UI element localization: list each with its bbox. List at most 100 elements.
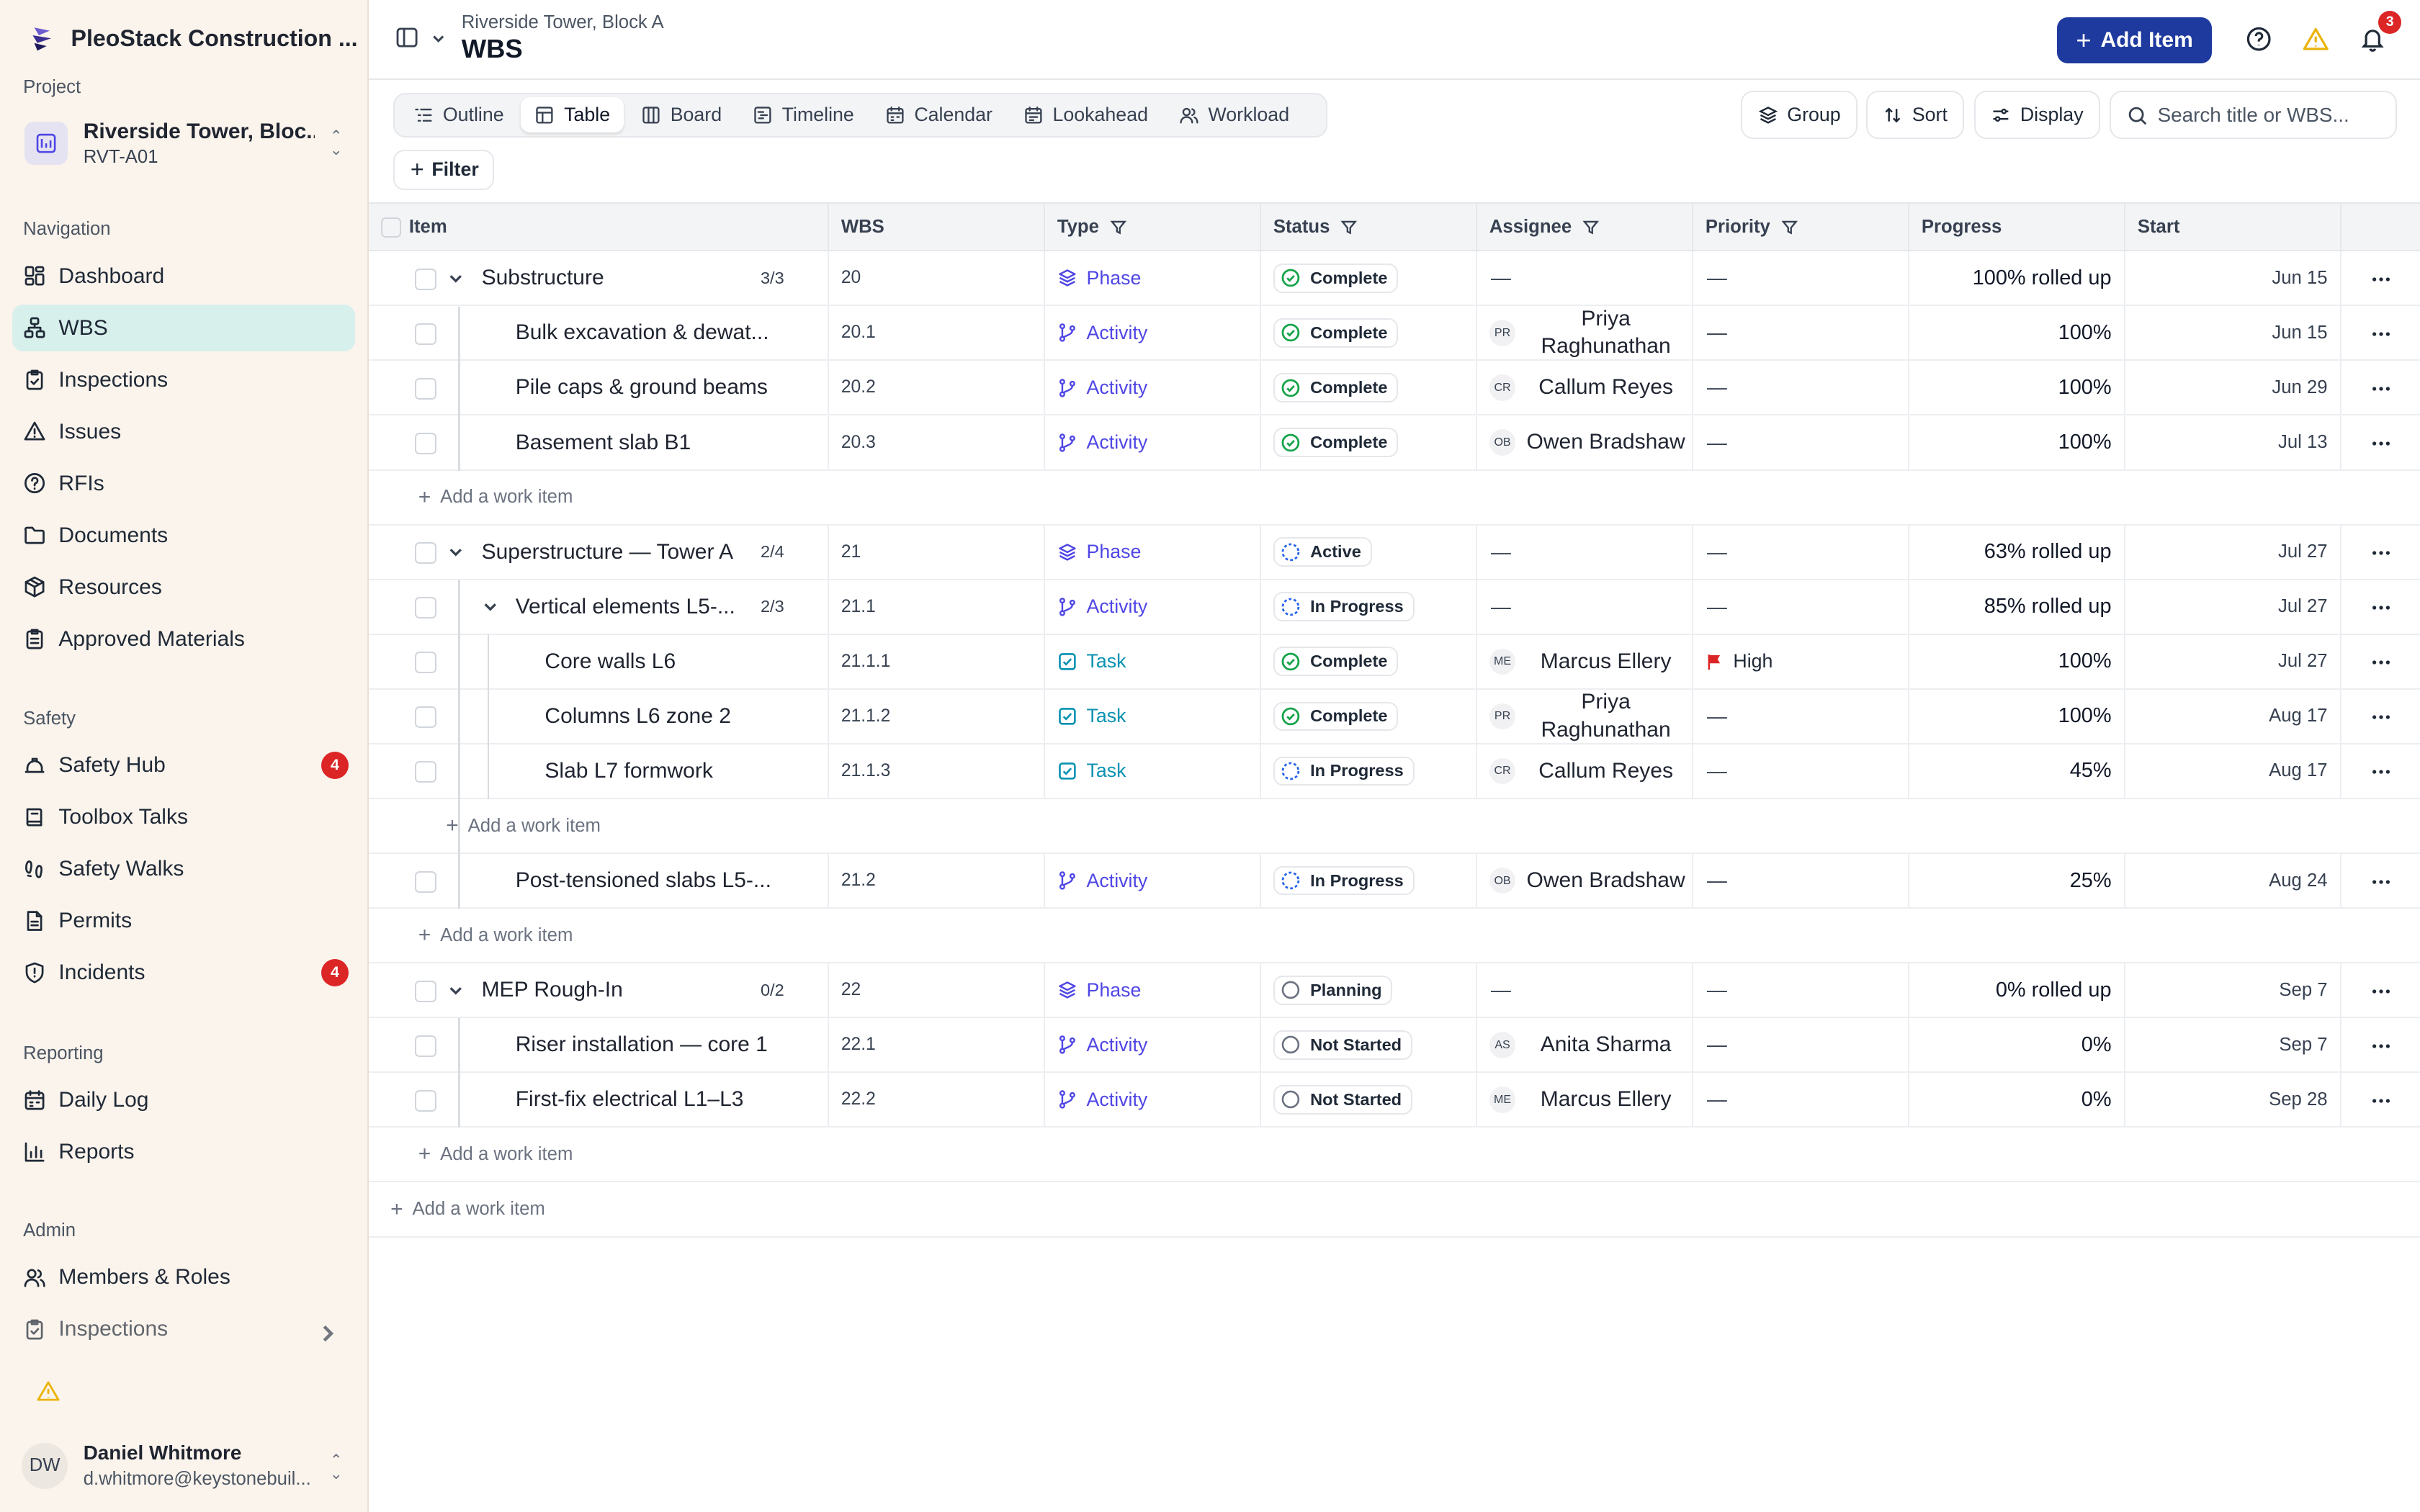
breadcrumb[interactable]: Riverside Tower, Block A: [461, 12, 664, 33]
sidebar-item-approved-materials[interactable]: Approved Materials: [12, 616, 355, 662]
add-work-item-row[interactable]: + Add a work item: [369, 1128, 2420, 1183]
chevron-down-icon[interactable]: [447, 544, 465, 561]
help-icon[interactable]: [2246, 26, 2272, 52]
table-row[interactable]: Riser installation — core 1 22.1 Activity N…: [369, 1018, 2420, 1074]
sidebar-item-issues[interactable]: Issues: [12, 408, 355, 454]
sidebar-item-toolbox-talks[interactable]: Toolbox Talks: [12, 794, 355, 840]
table-row[interactable]: Core walls L6 21.1.1 Task Complete ME Marcus …: [369, 634, 2420, 690]
row-checkbox[interactable]: [415, 433, 437, 455]
filter-icon[interactable]: [1110, 219, 1127, 236]
more-horizontal-icon[interactable]: [2370, 323, 2392, 345]
item-name[interactable]: Bulk excavation & dewat...: [515, 320, 769, 345]
column-assignee[interactable]: Assignee: [1477, 203, 1693, 252]
type-label[interactable]: Task: [1045, 760, 1126, 782]
more-horizontal-icon[interactable]: [2370, 652, 2392, 673]
status-badge[interactable]: Complete: [1273, 318, 1399, 348]
type-label[interactable]: Phase: [1045, 267, 1141, 289]
table-row[interactable]: Substructure 3/3 20 Phase Complete — — 100% rol…: [369, 251, 2420, 307]
status-badge[interactable]: Not Started: [1273, 1030, 1412, 1060]
more-horizontal-icon[interactable]: [2370, 706, 2392, 728]
sort-button[interactable]: Sort: [1865, 91, 1965, 139]
type-label[interactable]: Activity: [1045, 322, 1147, 344]
more-horizontal-icon[interactable]: [2370, 761, 2392, 783]
sidebar-item-members-roles[interactable]: Members & Roles: [12, 1254, 355, 1300]
assignee[interactable]: ME Marcus Ellery: [1477, 1086, 1687, 1114]
row-checkbox[interactable]: [415, 980, 437, 1002]
type-label[interactable]: Activity: [1045, 377, 1147, 399]
type-label[interactable]: Task: [1045, 650, 1126, 672]
table-row[interactable]: First-fix electrical L1–L3 22.2 Activity No…: [369, 1073, 2420, 1128]
add-item-button[interactable]: + Add Item: [2057, 17, 2212, 63]
table-row[interactable]: Vertical elements L5-... 2/3 21.1 Activity I…: [369, 580, 2420, 635]
sidebar-item-dashboard[interactable]: Dashboard: [12, 253, 355, 299]
status-badge[interactable]: Complete: [1273, 701, 1399, 732]
more-horizontal-icon[interactable]: [2370, 378, 2392, 400]
item-name[interactable]: First-fix electrical L1–L3: [515, 1087, 744, 1112]
row-checkbox[interactable]: [415, 706, 437, 729]
user-menu[interactable]: DW Daniel Whitmore d.whitmore@keystonebu…: [12, 1432, 355, 1500]
row-checkbox[interactable]: [415, 377, 437, 400]
tab-outline[interactable]: Outline: [400, 97, 518, 132]
status-badge[interactable]: In Progress: [1273, 592, 1415, 622]
tab-workload[interactable]: Workload: [1165, 97, 1304, 132]
row-checkbox[interactable]: [415, 268, 437, 290]
item-name[interactable]: Slab L7 formwork: [544, 758, 713, 783]
row-checkbox[interactable]: [415, 597, 437, 619]
assignee[interactable]: CR Callum Reyes: [1477, 374, 1687, 402]
tab-lookahead[interactable]: Lookahead: [1010, 97, 1162, 132]
item-name[interactable]: Core walls L6: [544, 649, 676, 673]
display-button[interactable]: Display: [1973, 91, 2100, 139]
status-badge[interactable]: In Progress: [1273, 756, 1415, 786]
type-label[interactable]: Activity: [1045, 431, 1147, 454]
status-badge[interactable]: Complete: [1273, 647, 1399, 677]
item-name[interactable]: Substructure: [481, 266, 604, 290]
assignee[interactable]: PR Priya Raghunathan: [1477, 305, 1687, 361]
row-checkbox[interactable]: [415, 761, 437, 783]
more-horizontal-icon[interactable]: [2370, 871, 2392, 893]
table-row[interactable]: Bulk excavation & dewat... 20.1 Activity Co…: [369, 306, 2420, 361]
type-label[interactable]: Task: [1045, 705, 1126, 727]
sidebar-item-daily-log[interactable]: Daily Log: [12, 1077, 355, 1123]
row-checkbox[interactable]: [415, 652, 437, 674]
item-name[interactable]: Vertical elements L5-...: [515, 594, 735, 618]
assignee[interactable]: AS Anita Sharma: [1477, 1031, 1687, 1059]
item-name[interactable]: Pile caps & ground beams: [515, 375, 768, 400]
type-label[interactable]: Phase: [1045, 979, 1141, 1002]
warning-icon[interactable]: [37, 1380, 60, 1403]
column-progress[interactable]: Progress: [1909, 203, 2125, 252]
table-row[interactable]: Post-tensioned slabs L5-... 21.2 Activity I…: [369, 854, 2420, 909]
item-name[interactable]: Columns L6 zone 2: [544, 703, 731, 728]
chevron-down-icon[interactable]: [447, 982, 465, 999]
more-horizontal-icon[interactable]: [2370, 542, 2392, 564]
sidebar-item-reports[interactable]: Reports: [12, 1129, 355, 1175]
add-work-item-row[interactable]: + Add a work item: [369, 909, 2420, 964]
status-badge[interactable]: Complete: [1273, 428, 1399, 457]
sidebar-item-incidents[interactable]: Incidents 4: [12, 950, 355, 996]
status-badge[interactable]: In Progress: [1273, 865, 1415, 896]
chevron-down-icon[interactable]: [447, 270, 465, 287]
more-horizontal-icon[interactable]: [2370, 1035, 2392, 1057]
filter-icon[interactable]: [1582, 219, 1600, 236]
table-row[interactable]: Pile caps & ground beams 20.2 Activity Comp…: [369, 361, 2420, 416]
sidebar-item-wbs[interactable]: WBS: [12, 305, 355, 351]
status-badge[interactable]: Complete: [1273, 373, 1399, 402]
table-row[interactable]: Basement slab B1 20.3 Activity Complete OB Ow…: [369, 415, 2420, 471]
item-name[interactable]: Superstructure — Tower A: [481, 539, 734, 564]
row-checkbox[interactable]: [415, 542, 437, 564]
column-status[interactable]: Status: [1261, 203, 1477, 252]
row-checkbox[interactable]: [415, 1089, 437, 1112]
app-brand[interactable]: PleoStack Construction ...: [28, 22, 358, 55]
status-badge[interactable]: Planning: [1273, 975, 1393, 1005]
column-wbs[interactable]: WBS: [829, 203, 1045, 252]
column-priority[interactable]: Priority: [1693, 203, 1909, 252]
column-type[interactable]: Type: [1045, 203, 1261, 252]
filter-icon[interactable]: [1340, 219, 1358, 236]
assignee[interactable]: OB Owen Bradshaw: [1477, 867, 1687, 895]
type-label[interactable]: Activity: [1045, 595, 1147, 618]
chevron-down-icon[interactable]: [431, 31, 446, 46]
chevron-down-icon[interactable]: [482, 598, 499, 616]
search-input[interactable]: [2157, 103, 2389, 127]
sidebar-item-inspections[interactable]: Inspections: [12, 356, 355, 402]
assignee[interactable]: OB Owen Bradshaw: [1477, 428, 1687, 456]
status-badge[interactable]: Active: [1273, 537, 1372, 567]
